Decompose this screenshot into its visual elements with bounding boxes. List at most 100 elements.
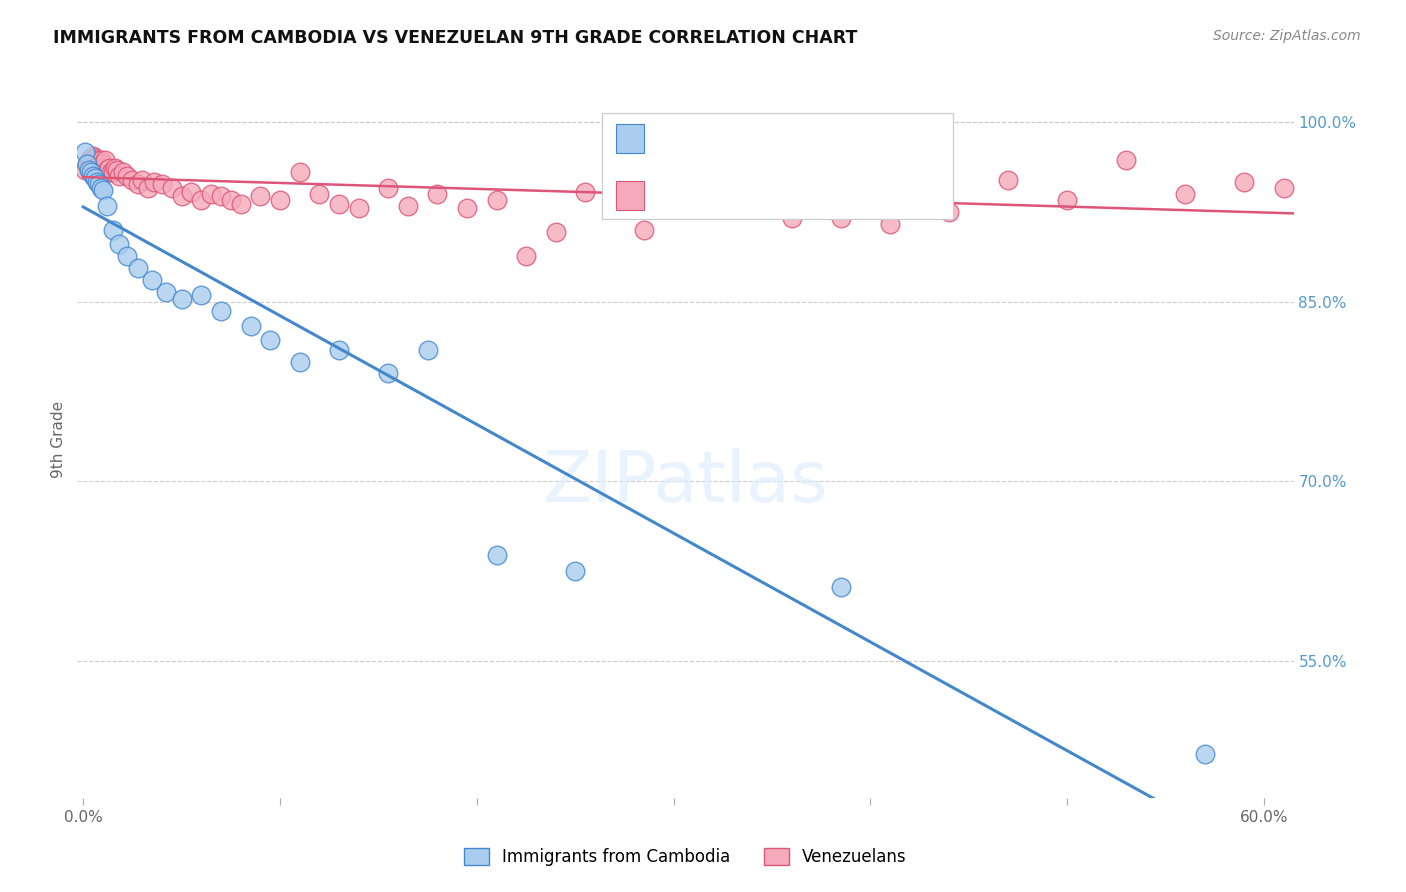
Point	[90, 160, 112, 174]
Point	[105, 163, 128, 178]
Point	[377, 181, 399, 195]
Text: N =: N =	[765, 186, 817, 204]
Point	[997, 172, 1019, 186]
Point	[377, 367, 399, 381]
Point	[100, 165, 122, 179]
Point	[1174, 186, 1197, 201]
Point	[155, 285, 177, 299]
Point	[96, 199, 118, 213]
Point	[229, 196, 252, 211]
Point	[80, 157, 103, 171]
Text: R =: R =	[661, 186, 700, 204]
Y-axis label: 9th Grade: 9th Grade	[51, 401, 66, 478]
Point	[347, 202, 370, 216]
Point	[90, 181, 112, 195]
Point	[574, 185, 596, 199]
Point	[396, 199, 419, 213]
Point	[515, 249, 537, 263]
Point	[86, 175, 108, 189]
Text: 0.430: 0.430	[695, 186, 751, 204]
Point	[131, 172, 153, 186]
Point	[127, 178, 149, 192]
Point	[485, 549, 508, 563]
Point	[190, 193, 212, 207]
Point	[136, 181, 159, 195]
Point	[200, 186, 222, 201]
Point	[150, 178, 173, 192]
Point	[879, 217, 901, 231]
Point	[603, 199, 626, 213]
Point	[1194, 747, 1216, 761]
Text: 71: 71	[807, 186, 832, 204]
Point	[90, 153, 112, 168]
Point	[633, 223, 655, 237]
Point	[91, 157, 114, 171]
Point	[662, 202, 685, 216]
Point	[75, 163, 97, 178]
Point	[456, 202, 478, 216]
Point	[82, 153, 104, 168]
Point	[288, 354, 311, 368]
Point	[77, 161, 100, 175]
Point	[702, 153, 724, 168]
Point	[219, 193, 242, 207]
Point	[80, 151, 103, 165]
Point	[94, 153, 117, 168]
Point	[328, 343, 350, 357]
Point	[328, 196, 350, 211]
Point	[938, 205, 960, 219]
Text: R =: R =	[661, 129, 700, 147]
Point	[111, 165, 134, 179]
Point	[77, 153, 100, 168]
Point	[141, 273, 163, 287]
Point	[160, 181, 183, 195]
Point	[107, 169, 129, 183]
Point	[76, 157, 98, 171]
Point	[84, 171, 107, 186]
Point	[485, 193, 508, 207]
Text: IMMIGRANTS FROM CAMBODIA VS VENEZUELAN 9TH GRADE CORRELATION CHART: IMMIGRANTS FROM CAMBODIA VS VENEZUELAN 9…	[53, 29, 858, 47]
Text: -0.867: -0.867	[695, 129, 759, 147]
Point	[426, 186, 449, 201]
Point	[96, 163, 118, 178]
Point	[80, 165, 103, 179]
Point	[1115, 153, 1137, 168]
Point	[87, 163, 110, 178]
Point	[416, 343, 439, 357]
Point	[75, 145, 97, 159]
Point	[127, 261, 149, 276]
Point	[86, 160, 108, 174]
Point	[308, 186, 330, 201]
Point	[180, 185, 202, 199]
Point	[101, 223, 124, 237]
Point	[87, 157, 110, 171]
Point	[77, 163, 100, 178]
Point	[87, 178, 110, 192]
Point	[115, 249, 138, 263]
Text: N =: N =	[765, 129, 817, 147]
Point	[830, 580, 852, 594]
Point	[1233, 175, 1256, 189]
Point	[259, 333, 281, 347]
Point	[97, 161, 120, 175]
Point	[209, 189, 232, 203]
Point	[170, 293, 193, 307]
Point	[780, 211, 803, 225]
Legend: Immigrants from Cambodia, Venezuelans: Immigrants from Cambodia, Venezuelans	[457, 841, 914, 872]
Point	[91, 161, 114, 175]
Point	[91, 183, 114, 197]
Point	[288, 165, 311, 179]
Point	[107, 237, 129, 252]
Point	[101, 165, 124, 179]
Point	[143, 175, 166, 189]
Point	[76, 157, 98, 171]
Point	[170, 189, 193, 203]
Point	[830, 211, 852, 225]
Point	[1056, 193, 1078, 207]
Point	[121, 172, 143, 186]
Text: ZIPatlas: ZIPatlas	[543, 448, 828, 516]
Point	[269, 193, 291, 207]
Point	[239, 318, 262, 333]
Point	[249, 189, 271, 203]
Text: 30: 30	[807, 129, 832, 147]
